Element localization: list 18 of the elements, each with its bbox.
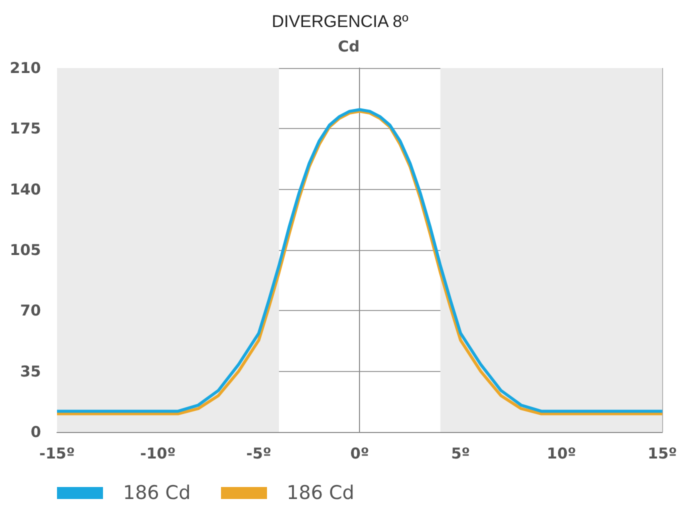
x-tick-label: 5º: [451, 444, 470, 462]
x-tick-label: 15º: [648, 444, 678, 462]
x-tick-label: -5º: [246, 444, 272, 462]
y-tick-label: 140: [10, 180, 41, 198]
y-tick-label: 35: [20, 362, 41, 380]
x-tick-label: -15º: [39, 444, 75, 462]
legend-label: 186 Cd: [123, 482, 191, 504]
x-tick-label: -10º: [140, 444, 176, 462]
y-tick-label: 70: [20, 302, 41, 320]
y-tick-label: 105: [10, 241, 41, 259]
y-tick-label: 175: [10, 120, 41, 138]
y-axis-title: Cd: [338, 38, 360, 56]
x-tick-label: 0º: [350, 444, 370, 462]
y-tick-label: 210: [10, 59, 41, 77]
y-tick-label: 0: [30, 423, 41, 441]
x-tick-label: 10º: [546, 444, 576, 462]
legend-label: 186 Cd: [286, 482, 354, 504]
chart-title: DIVERGENCIA 8º: [272, 12, 408, 31]
